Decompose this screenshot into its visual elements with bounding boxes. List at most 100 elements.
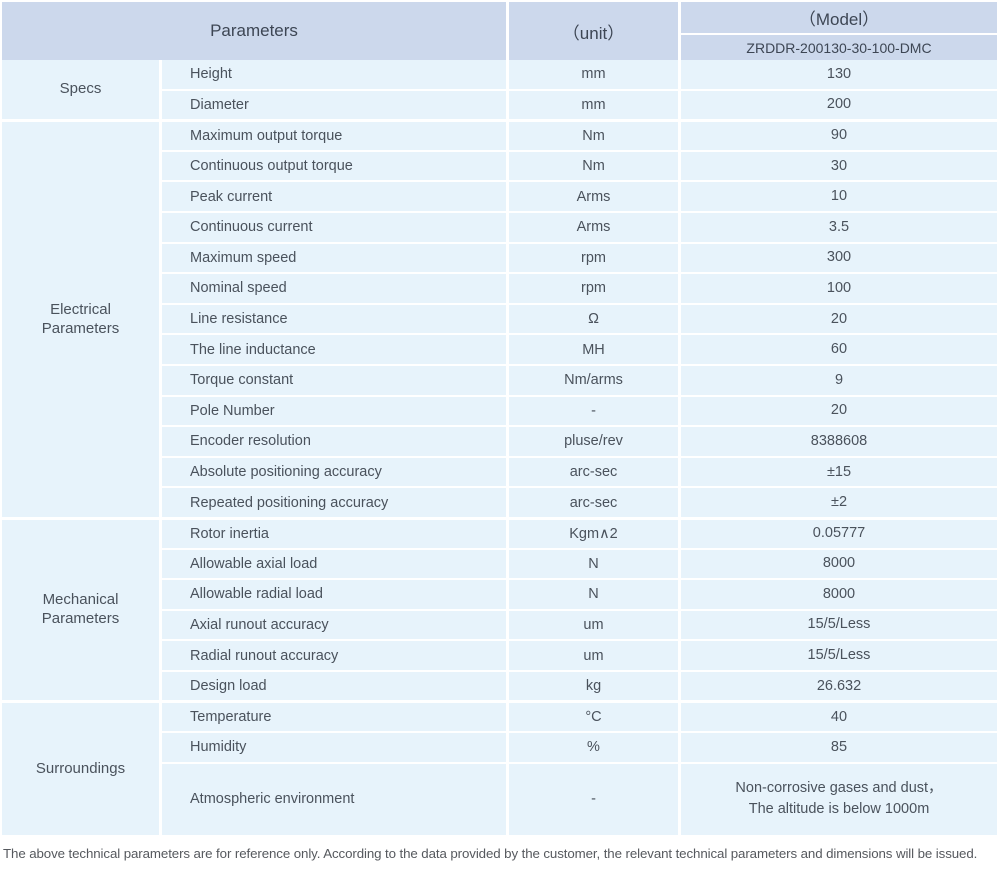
table-header: Parameters （unit） （Model） ZRDDR-200130-3… bbox=[2, 2, 997, 60]
section-label-electrical: Electrical Parameters bbox=[2, 121, 162, 519]
param-cell: Peak current bbox=[162, 182, 509, 213]
value-cell: 10 bbox=[681, 182, 997, 213]
table-row: Diameter mm 200 bbox=[2, 90, 997, 122]
table-row: Continuous current Arms 3.5 bbox=[2, 212, 997, 244]
table-row: Nominal speed rpm 100 bbox=[2, 274, 997, 305]
table-row: Electrical Parameters Maximum output tor… bbox=[2, 121, 997, 519]
value-cell: 130 bbox=[681, 60, 997, 91]
unit-cell: mm bbox=[509, 90, 681, 122]
value-cell: 20 bbox=[681, 396, 997, 428]
table-row: Allowable radial load N 8000 bbox=[2, 580, 997, 611]
param-cell: The line inductance bbox=[162, 335, 509, 366]
value-cell: Non-corrosive gases and dust， The altitu… bbox=[681, 763, 997, 837]
param-cell: Temperature bbox=[162, 702, 509, 734]
section-label-surroundings: Surroundings bbox=[2, 702, 162, 837]
unit-cell: N bbox=[509, 580, 681, 611]
model-header: （Model） bbox=[681, 2, 997, 36]
spec-table: Parameters （unit） （Model） ZRDDR-200130-3… bbox=[2, 2, 997, 837]
header-row-1: Parameters （unit） （Model） bbox=[2, 2, 997, 60]
param-cell: Pole Number bbox=[162, 396, 509, 428]
param-cell: Height bbox=[162, 60, 509, 91]
param-cell: Humidity bbox=[162, 733, 509, 764]
param-cell: Continuous output torque bbox=[162, 151, 509, 183]
param-cell: Diameter bbox=[162, 90, 509, 122]
value-cell: ±15 bbox=[681, 457, 997, 489]
unit-cell: kg bbox=[509, 671, 681, 703]
param-cell: Allowable axial load bbox=[162, 549, 509, 581]
table-row: The line inductance MH 60 bbox=[2, 335, 997, 366]
table-row: Line resistance Ω 20 bbox=[2, 304, 997, 336]
footer-note: The above technical parameters are for r… bbox=[3, 845, 978, 861]
value-cell: 90 bbox=[681, 121, 997, 152]
table-row: Repeated positioning accuracy arc-sec ±2 bbox=[2, 488, 997, 519]
unit-cell: arc-sec bbox=[509, 457, 681, 489]
unit-cell: Arms bbox=[509, 182, 681, 213]
param-cell: Axial runout accuracy bbox=[162, 610, 509, 642]
section-label-specs: Specs bbox=[2, 60, 162, 122]
unit-cell: MH bbox=[509, 335, 681, 366]
value-cell: 8000 bbox=[681, 580, 997, 611]
param-cell: Repeated positioning accuracy bbox=[162, 488, 509, 519]
param-cell: Maximum speed bbox=[162, 243, 509, 275]
parameters-header: Parameters bbox=[2, 2, 509, 60]
table-row: Specs Height mm 130 bbox=[2, 60, 997, 122]
section-label-mechanical: Mechanical Parameters bbox=[2, 518, 162, 703]
table-row: Design load kg 26.632 bbox=[2, 671, 997, 703]
param-cell: Continuous current bbox=[162, 212, 509, 244]
value-cell: 26.632 bbox=[681, 671, 997, 703]
value-cell: 40 bbox=[681, 702, 997, 734]
table-row: Encoder resolution pluse/rev 8388608 bbox=[2, 427, 997, 458]
table-row: Pole Number - 20 bbox=[2, 396, 997, 428]
unit-cell: mm bbox=[509, 60, 681, 91]
unit-cell: Kgm∧2 bbox=[509, 518, 681, 550]
param-cell: Encoder resolution bbox=[162, 427, 509, 458]
value-cell: 300 bbox=[681, 243, 997, 275]
value-cell: 30 bbox=[681, 151, 997, 183]
param-cell: Rotor inertia bbox=[162, 518, 509, 550]
value-cell: 100 bbox=[681, 274, 997, 305]
unit-cell: % bbox=[509, 733, 681, 764]
unit-cell: Ω bbox=[509, 304, 681, 336]
unit-header: （unit） bbox=[509, 2, 681, 60]
param-cell: Atmospheric environment bbox=[162, 763, 509, 837]
value-cell: ±2 bbox=[681, 488, 997, 519]
unit-cell: rpm bbox=[509, 274, 681, 305]
table-row: Axial runout accuracy um 15/5/Less bbox=[2, 610, 997, 642]
table-row: Surroundings Temperature °C 40 bbox=[2, 702, 997, 837]
unit-cell: - bbox=[509, 396, 681, 428]
value-cell: 3.5 bbox=[681, 212, 997, 244]
param-cell: Design load bbox=[162, 671, 509, 703]
table-row: Continuous output torque Nm 30 bbox=[2, 151, 997, 183]
unit-cell: Arms bbox=[509, 212, 681, 244]
table-row: Radial runout accuracy um 15/5/Less bbox=[2, 641, 997, 672]
table-row: Peak current Arms 10 bbox=[2, 182, 997, 213]
value-cell: 60 bbox=[681, 335, 997, 366]
spec-sheet-page: Parameters （unit） （Model） ZRDDR-200130-3… bbox=[2, 2, 997, 861]
param-cell: Line resistance bbox=[162, 304, 509, 336]
table-row: Mechanical Parameters Rotor inertia Kgm∧… bbox=[2, 518, 997, 703]
value-cell: 8388608 bbox=[681, 427, 997, 458]
table-row: Absolute positioning accuracy arc-sec ±1… bbox=[2, 457, 997, 489]
table-body: Specs Height mm 130 Diameter mm 200 Elec… bbox=[2, 60, 997, 837]
value-cell: 8000 bbox=[681, 549, 997, 581]
unit-cell: °C bbox=[509, 702, 681, 734]
unit-cell: arc-sec bbox=[509, 488, 681, 519]
param-cell: Allowable radial load bbox=[162, 580, 509, 611]
param-cell: Radial runout accuracy bbox=[162, 641, 509, 672]
unit-cell: Nm bbox=[509, 151, 681, 183]
value-cell: 85 bbox=[681, 733, 997, 764]
table-row: Allowable axial load N 8000 bbox=[2, 549, 997, 581]
unit-cell: um bbox=[509, 610, 681, 642]
value-cell: 200 bbox=[681, 90, 997, 122]
table-row: Humidity % 85 bbox=[2, 733, 997, 764]
param-cell: Torque constant bbox=[162, 365, 509, 397]
table-row: Torque constant Nm/arms 9 bbox=[2, 365, 997, 397]
value-cell: 15/5/Less bbox=[681, 610, 997, 642]
model-code: ZRDDR-200130-30-100-DMC bbox=[681, 35, 997, 60]
value-cell: 9 bbox=[681, 365, 997, 397]
unit-cell: - bbox=[509, 763, 681, 837]
value-cell: 20 bbox=[681, 304, 997, 336]
unit-cell: Nm bbox=[509, 121, 681, 152]
table-row: Maximum speed rpm 300 bbox=[2, 243, 997, 275]
param-cell: Nominal speed bbox=[162, 274, 509, 305]
